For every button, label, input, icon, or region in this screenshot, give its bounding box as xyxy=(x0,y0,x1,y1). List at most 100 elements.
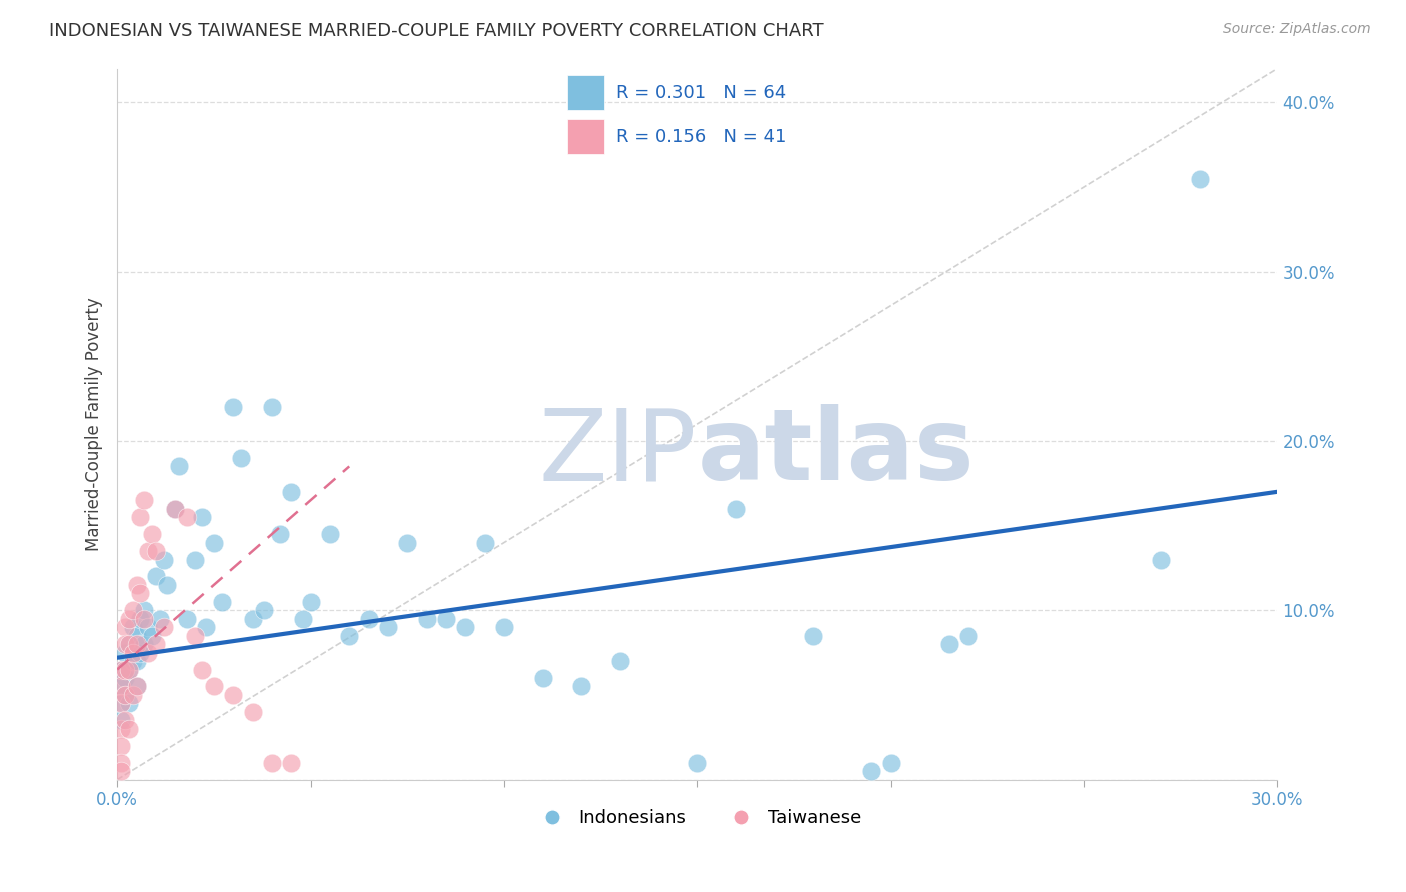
Point xyxy=(118,722,141,736)
Point xyxy=(145,544,167,558)
Point xyxy=(114,688,136,702)
Point xyxy=(299,595,322,609)
Point xyxy=(191,663,214,677)
Point xyxy=(202,535,225,549)
Point xyxy=(242,705,264,719)
Point xyxy=(222,688,245,702)
Point xyxy=(183,629,205,643)
Point xyxy=(434,612,457,626)
Point xyxy=(269,527,291,541)
Point xyxy=(260,756,283,770)
Point xyxy=(114,714,136,728)
Point xyxy=(319,527,342,541)
Point xyxy=(110,697,132,711)
Point xyxy=(1150,552,1173,566)
Point xyxy=(114,671,136,685)
Point xyxy=(121,688,143,702)
Point xyxy=(149,612,172,626)
Point xyxy=(141,527,163,541)
Point xyxy=(396,535,419,549)
Point xyxy=(1189,171,1212,186)
Point xyxy=(609,654,631,668)
Point xyxy=(134,637,156,651)
Point xyxy=(134,603,156,617)
Point xyxy=(110,663,132,677)
Point xyxy=(118,663,141,677)
Point xyxy=(176,510,198,524)
Point xyxy=(110,663,132,677)
Point xyxy=(191,510,214,524)
Point xyxy=(165,501,187,516)
Text: atlas: atlas xyxy=(697,404,974,501)
Point xyxy=(152,552,174,566)
Point xyxy=(492,620,515,634)
Point xyxy=(141,629,163,643)
Y-axis label: Married-Couple Family Poverty: Married-Couple Family Poverty xyxy=(86,297,103,551)
Point xyxy=(110,680,132,694)
Point xyxy=(801,629,824,643)
Point xyxy=(211,595,233,609)
Point xyxy=(176,612,198,626)
Text: ZIP: ZIP xyxy=(538,404,697,501)
Point xyxy=(110,680,132,694)
Point xyxy=(531,671,554,685)
Point xyxy=(136,646,159,660)
Point xyxy=(110,722,132,736)
Point xyxy=(134,493,156,508)
Point xyxy=(118,697,141,711)
Point xyxy=(110,764,132,779)
Point xyxy=(136,544,159,558)
Text: Source: ZipAtlas.com: Source: ZipAtlas.com xyxy=(1223,22,1371,37)
Point xyxy=(121,620,143,634)
Point xyxy=(110,697,132,711)
Point xyxy=(860,764,883,779)
Point xyxy=(183,552,205,566)
Point xyxy=(125,680,148,694)
Point xyxy=(121,603,143,617)
Point xyxy=(165,501,187,516)
Point xyxy=(121,654,143,668)
Point xyxy=(125,680,148,694)
Point xyxy=(145,637,167,651)
Point xyxy=(152,620,174,634)
Text: INDONESIAN VS TAIWANESE MARRIED-COUPLE FAMILY POVERTY CORRELATION CHART: INDONESIAN VS TAIWANESE MARRIED-COUPLE F… xyxy=(49,22,824,40)
Point xyxy=(110,714,132,728)
Point xyxy=(114,637,136,651)
Point xyxy=(377,620,399,634)
Point xyxy=(280,756,302,770)
Point xyxy=(415,612,437,626)
Point xyxy=(110,756,132,770)
Point xyxy=(253,603,276,617)
Point xyxy=(229,450,252,465)
Point xyxy=(125,654,148,668)
Point xyxy=(145,569,167,583)
Point xyxy=(242,612,264,626)
Point xyxy=(569,680,592,694)
Point xyxy=(454,620,477,634)
Point xyxy=(118,637,141,651)
Point xyxy=(474,535,496,549)
Point xyxy=(134,612,156,626)
Point xyxy=(125,637,148,651)
Point xyxy=(167,459,190,474)
Point xyxy=(129,612,152,626)
Point xyxy=(337,629,360,643)
Point xyxy=(879,756,901,770)
Point xyxy=(222,400,245,414)
Point xyxy=(114,646,136,660)
Point xyxy=(125,578,148,592)
Point xyxy=(125,629,148,643)
Point xyxy=(291,612,314,626)
Point xyxy=(686,756,709,770)
Point xyxy=(129,646,152,660)
Point xyxy=(724,501,747,516)
Point xyxy=(114,620,136,634)
Point xyxy=(156,578,179,592)
Point xyxy=(114,663,136,677)
Point xyxy=(114,688,136,702)
Point xyxy=(136,620,159,634)
Point xyxy=(118,612,141,626)
Point xyxy=(129,586,152,600)
Point xyxy=(280,484,302,499)
Point xyxy=(121,646,143,660)
